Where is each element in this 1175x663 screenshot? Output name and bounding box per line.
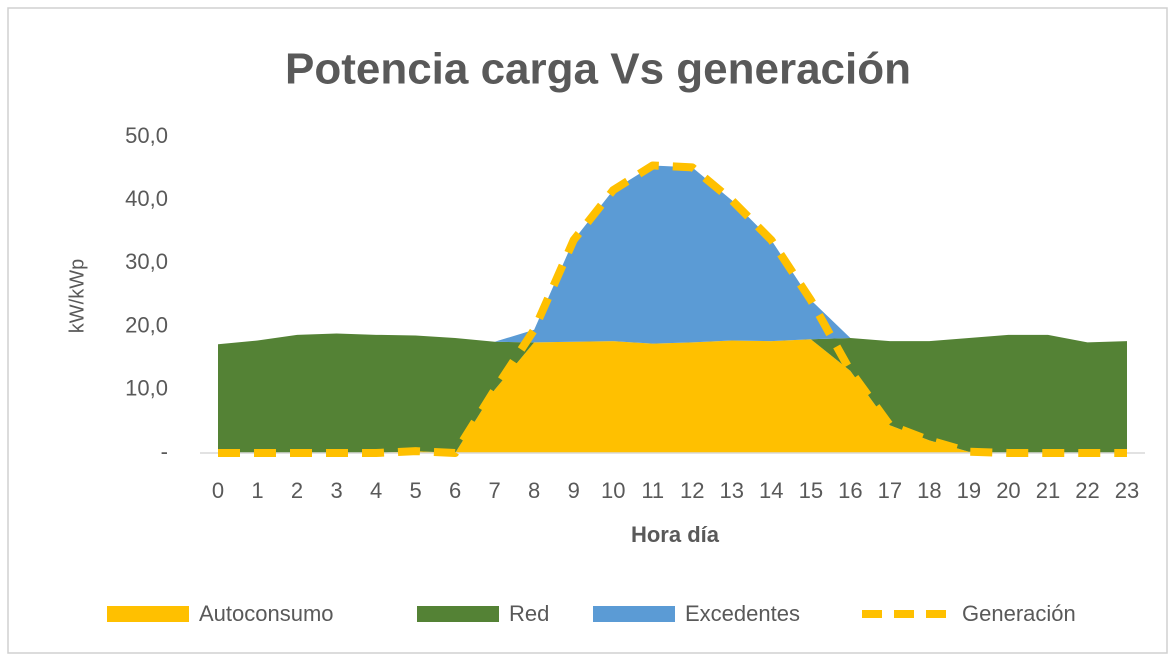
x-tick-label: 12 bbox=[680, 478, 704, 503]
chart-title: Potencia carga Vs generación bbox=[285, 45, 911, 94]
x-tick-label: 22 bbox=[1075, 478, 1099, 503]
x-tick-label: 2 bbox=[291, 478, 303, 503]
x-tick-label: 20 bbox=[996, 478, 1020, 503]
x-tick-label: 8 bbox=[528, 478, 540, 503]
y-tick-label: 30,0 bbox=[125, 249, 168, 274]
y-tick-label: 40,0 bbox=[125, 186, 168, 211]
x-tick-label: 16 bbox=[838, 478, 862, 503]
legend-label: Autoconsumo bbox=[199, 601, 334, 626]
legend-label: Red bbox=[509, 601, 549, 626]
line bbox=[218, 161, 1127, 457]
area bbox=[218, 339, 1127, 453]
y-tick-label: - bbox=[161, 439, 168, 464]
x-tick-label: 6 bbox=[449, 478, 461, 503]
x-tick-label: 23 bbox=[1115, 478, 1139, 503]
x-tick-label: 11 bbox=[641, 478, 664, 503]
area bbox=[218, 333, 1127, 453]
y-tick-label: 20,0 bbox=[125, 312, 168, 337]
x-tick-label: 21 bbox=[1036, 478, 1060, 503]
x-tick-label: 13 bbox=[720, 478, 744, 503]
x-axis-label: Hora día bbox=[631, 522, 720, 547]
x-tick-label: 0 bbox=[212, 478, 224, 503]
legend-swatch bbox=[417, 606, 499, 622]
y-tick-label: 50,0 bbox=[125, 123, 168, 148]
x-tick-label: 7 bbox=[489, 478, 501, 503]
x-tick-label: 14 bbox=[759, 478, 783, 503]
x-tick-label: 10 bbox=[601, 478, 625, 503]
x-tick-label: 1 bbox=[251, 478, 263, 503]
x-tick-label: 5 bbox=[409, 478, 421, 503]
x-tick-label: 17 bbox=[878, 478, 902, 503]
x-tick-label: 3 bbox=[330, 478, 342, 503]
legend-label: Generación bbox=[962, 601, 1076, 626]
legend-swatch bbox=[593, 606, 675, 622]
y-tick-label: 10,0 bbox=[125, 376, 168, 401]
legend-swatch bbox=[107, 606, 189, 622]
y-axis-label: kW/kWp bbox=[66, 259, 88, 333]
x-tick-label: 15 bbox=[799, 478, 823, 503]
area bbox=[218, 165, 1127, 345]
x-tick-label: 4 bbox=[370, 478, 382, 503]
x-tick-label: 9 bbox=[568, 478, 580, 503]
x-tick-label: 19 bbox=[957, 478, 981, 503]
x-tick-label: 18 bbox=[917, 478, 941, 503]
legend-label: Excedentes bbox=[685, 601, 800, 626]
